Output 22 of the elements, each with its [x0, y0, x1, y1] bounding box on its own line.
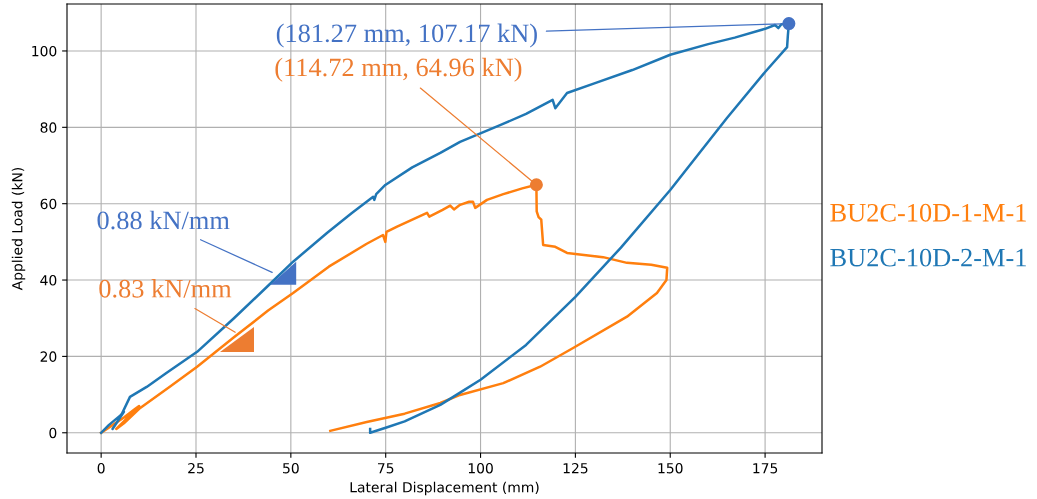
- annotation: (181.27 mm, 107.17 kN): [276, 23, 537, 48]
- x-tick-label: 150: [658, 462, 683, 474]
- x-tick-label: 100: [468, 462, 493, 474]
- x-axis-title: Lateral Displacement (mm): [350, 481, 539, 496]
- x-tick-label: 25: [188, 462, 204, 474]
- y-tick-label: 0: [49, 427, 57, 439]
- x-tick-label: 75: [378, 463, 394, 474]
- y-axis-title: Applied Load (kN): [11, 167, 26, 291]
- y-tick-label: 40: [40, 275, 57, 286]
- x-tick-label: 0: [97, 462, 105, 474]
- y-tick-label: 60: [40, 198, 57, 210]
- y-tick-label: 80: [40, 122, 57, 133]
- annotation: (114.72 mm, 64.96 kN): [275, 57, 522, 82]
- text: BU2C-10D-1-M-1: [830, 203, 1026, 222]
- y-tick-label: 20: [40, 351, 57, 362]
- y-tick-label: 100: [32, 45, 57, 57]
- x-tick-label: 175: [753, 463, 778, 474]
- x-tick-label: 125: [563, 462, 588, 474]
- text: BU2C-10D-2-M-1: [830, 248, 1026, 267]
- annotation: 0.83 kN/mm: [99, 279, 232, 298]
- x-tick-label: 50: [283, 462, 299, 474]
- annotation: 0.88 kN/mm: [97, 210, 230, 230]
